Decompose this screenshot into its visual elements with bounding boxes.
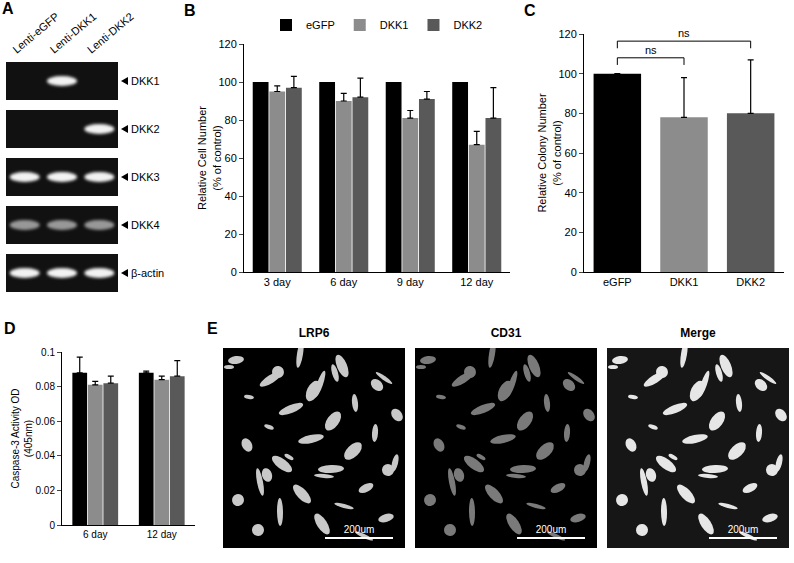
svg-text:0: 0 — [49, 520, 55, 531]
svg-text:ns: ns — [678, 27, 690, 39]
svg-text:12 day: 12 day — [147, 529, 177, 540]
svg-text:40: 40 — [225, 190, 237, 202]
svg-text:0.08: 0.08 — [36, 381, 56, 392]
html-text:E: E — [207, 320, 218, 337]
html-text:C: C — [524, 2, 536, 19]
svg-text:0.04: 0.04 — [36, 450, 56, 461]
svg-text:3 day: 3 day — [264, 276, 291, 288]
svg-text:0.1: 0.1 — [41, 347, 55, 358]
svg-text:eGFP: eGFP — [603, 276, 632, 288]
svg-text:200um: 200um — [344, 524, 375, 535]
html-text:B: B — [184, 2, 196, 19]
svg-text:0: 0 — [571, 266, 577, 278]
svg-text:12 day: 12 day — [460, 276, 494, 288]
svg-text:DKK4: DKK4 — [131, 219, 160, 231]
svg-text:Lenti-eGFP: Lenti-eGFP — [10, 10, 61, 56]
html-text:A: A — [2, 0, 14, 17]
html-text:Merge: Merge — [680, 326, 716, 340]
svg-text:9 day: 9 day — [397, 276, 424, 288]
svg-text:100: 100 — [218, 76, 236, 88]
svg-text:60: 60 — [225, 152, 237, 164]
svg-text:100: 100 — [558, 68, 576, 80]
svg-text:20: 20 — [225, 228, 237, 240]
svg-text:β-actin: β-actin — [131, 267, 164, 279]
svg-text:DKK2: DKK2 — [453, 19, 482, 31]
svg-text:0.02: 0.02 — [36, 485, 56, 496]
html-text:CD31: CD31 — [490, 326, 522, 340]
svg-text:6 day: 6 day — [83, 529, 107, 540]
svg-text:DKK1: DKK1 — [670, 276, 699, 288]
html-text:D: D — [4, 320, 16, 337]
svg-text:80: 80 — [565, 107, 577, 119]
svg-text:120: 120 — [218, 38, 236, 50]
svg-text:200um: 200um — [536, 524, 567, 535]
svg-text:Relative Cell Number(% of cont: Relative Cell Number(% of control) — [196, 106, 222, 210]
svg-text:DKK1: DKK1 — [131, 75, 160, 87]
svg-text:DKK2: DKK2 — [131, 123, 160, 135]
svg-text:40: 40 — [565, 187, 577, 199]
svg-text:Caspase-3 Activity OD(405nm): Caspase-3 Activity OD(405nm) — [10, 388, 34, 488]
svg-text:200um: 200um — [728, 524, 759, 535]
svg-text:0.06: 0.06 — [36, 416, 56, 427]
svg-text:DKK2: DKK2 — [736, 276, 765, 288]
svg-text:DKK1: DKK1 — [380, 19, 409, 31]
html-text:LRP6: LRP6 — [298, 326, 330, 340]
svg-text:eGFP: eGFP — [306, 19, 335, 31]
svg-text:ns: ns — [645, 44, 657, 56]
svg-text:Lenti-DKK2: Lenti-DKK2 — [85, 10, 136, 55]
svg-text:DKK3: DKK3 — [131, 171, 160, 183]
svg-text:0: 0 — [231, 266, 237, 278]
svg-text:6 day: 6 day — [330, 276, 357, 288]
svg-text:20: 20 — [565, 226, 577, 238]
svg-text:Lenti-DKK1: Lenti-DKK1 — [47, 10, 99, 56]
svg-text:120: 120 — [558, 28, 576, 40]
svg-text:Relative Colony Number(% of co: Relative Colony Number(% of control) — [536, 93, 562, 213]
svg-text:80: 80 — [225, 114, 237, 126]
svg-text:60: 60 — [565, 147, 577, 159]
